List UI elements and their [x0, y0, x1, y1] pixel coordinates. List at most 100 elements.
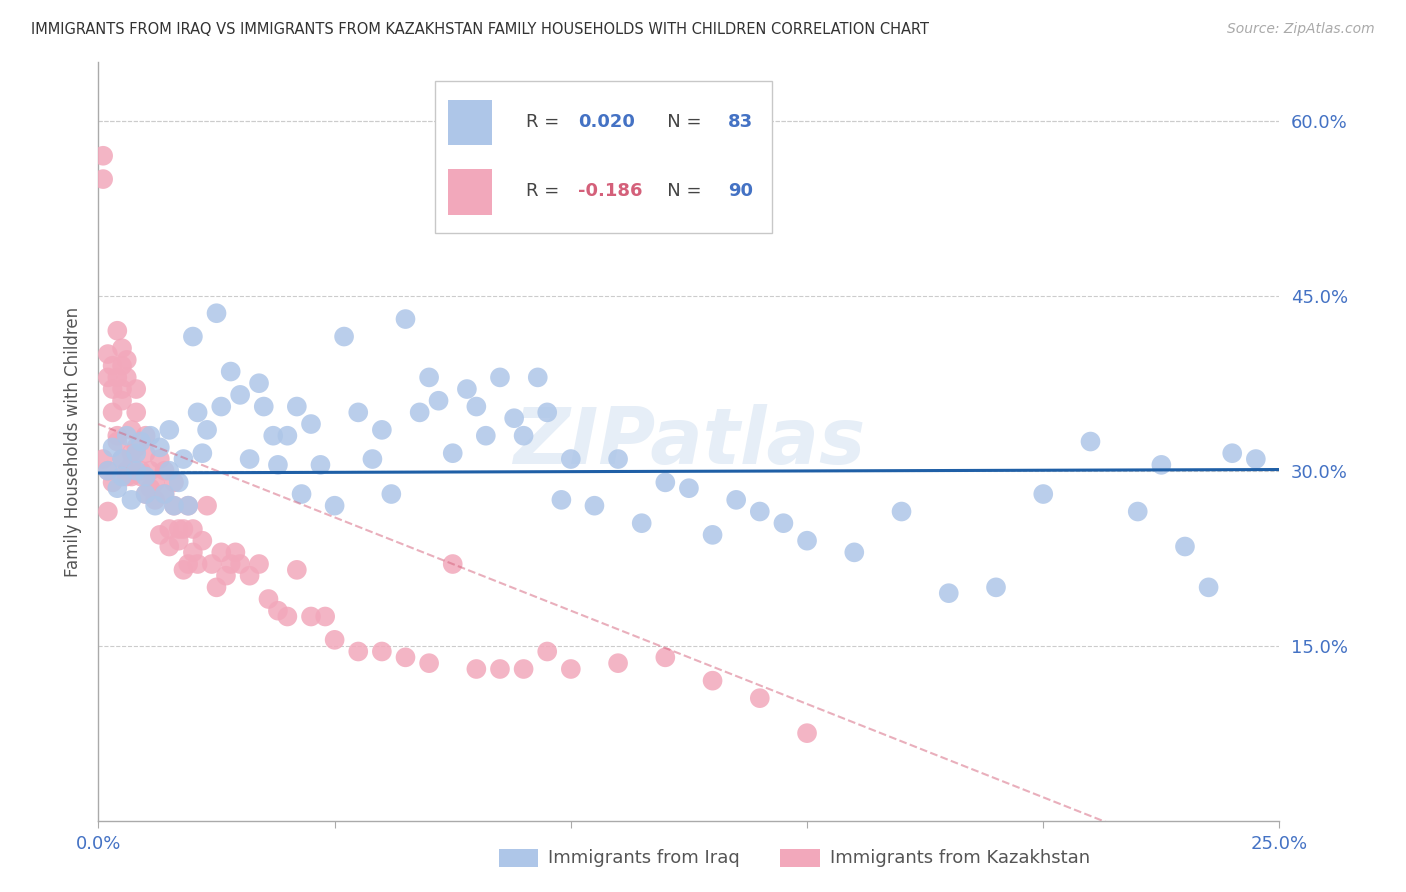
Point	[115, 464, 138, 478]
Point	[1220, 446, 1243, 460]
Point	[205, 580, 228, 594]
Point	[97, 464, 120, 478]
Point	[276, 609, 298, 624]
Point	[172, 563, 194, 577]
Point	[167, 475, 190, 490]
Point	[149, 441, 172, 455]
Point	[380, 487, 402, 501]
Point	[181, 545, 204, 559]
Point	[725, 492, 748, 507]
Point	[796, 726, 818, 740]
Point	[1080, 434, 1102, 449]
Point	[290, 487, 312, 501]
Point	[125, 446, 148, 460]
Point	[1126, 504, 1149, 518]
Point	[427, 393, 450, 408]
Point	[219, 365, 242, 379]
Point	[125, 405, 148, 419]
Point	[560, 452, 582, 467]
Point	[191, 533, 214, 548]
Point	[239, 568, 262, 582]
Point	[702, 528, 724, 542]
Point	[153, 464, 176, 478]
Point	[105, 434, 128, 449]
Point	[121, 423, 143, 437]
Point	[630, 516, 652, 531]
Point	[441, 557, 464, 571]
Text: Immigrants from Kazakhstan: Immigrants from Kazakhstan	[830, 849, 1090, 867]
Point	[253, 400, 276, 414]
Point	[143, 492, 166, 507]
Point	[97, 504, 120, 518]
Point	[111, 359, 134, 373]
Point	[181, 522, 204, 536]
Point	[239, 452, 262, 467]
Point	[323, 632, 346, 647]
Point	[394, 650, 416, 665]
Point	[121, 458, 143, 472]
Point	[105, 324, 128, 338]
Point	[111, 341, 134, 355]
Point	[143, 475, 166, 490]
Point	[475, 428, 498, 442]
Point	[163, 475, 186, 490]
Point	[1198, 580, 1220, 594]
Point	[97, 370, 120, 384]
Point	[157, 540, 180, 554]
Point	[314, 609, 336, 624]
Point	[309, 458, 332, 472]
Point	[371, 644, 394, 658]
Point	[347, 405, 370, 419]
Point	[167, 522, 190, 536]
Point	[503, 411, 526, 425]
Point	[153, 487, 176, 501]
Point	[191, 446, 214, 460]
Point	[285, 563, 308, 577]
Point	[607, 656, 630, 670]
Point	[489, 370, 512, 384]
Point	[1244, 452, 1267, 467]
Point	[135, 469, 157, 483]
Point	[129, 469, 152, 483]
Point	[512, 428, 534, 442]
Point	[536, 405, 558, 419]
Point	[267, 458, 290, 472]
Point	[654, 475, 676, 490]
Point	[163, 499, 186, 513]
Point	[125, 382, 148, 396]
Point	[984, 580, 1007, 594]
Point	[844, 545, 866, 559]
Point	[560, 662, 582, 676]
Point	[149, 528, 172, 542]
Point	[111, 382, 134, 396]
Point	[105, 428, 128, 442]
Point	[748, 504, 770, 518]
Point	[187, 405, 209, 419]
Point	[796, 533, 818, 548]
Point	[153, 487, 176, 501]
Point	[135, 487, 157, 501]
Point	[333, 329, 356, 343]
Point	[262, 428, 284, 442]
Point	[139, 428, 162, 442]
Point	[101, 359, 124, 373]
Point	[195, 499, 218, 513]
Point	[267, 604, 290, 618]
Point	[1032, 487, 1054, 501]
Text: IMMIGRANTS FROM IRAQ VS IMMIGRANTS FROM KAZAKHSTAN FAMILY HOUSEHOLDS WITH CHILDR: IMMIGRANTS FROM IRAQ VS IMMIGRANTS FROM …	[31, 22, 929, 37]
Point	[135, 487, 157, 501]
Point	[772, 516, 794, 531]
Point	[456, 382, 478, 396]
Point	[149, 452, 172, 467]
Text: Source: ZipAtlas.com: Source: ZipAtlas.com	[1227, 22, 1375, 37]
Point	[247, 557, 270, 571]
Point	[215, 568, 238, 582]
Point	[177, 557, 200, 571]
Point	[91, 452, 114, 467]
Point	[408, 405, 430, 419]
Point	[361, 452, 384, 467]
Point	[115, 352, 138, 367]
Point	[748, 691, 770, 706]
Point	[465, 662, 488, 676]
Point	[219, 557, 242, 571]
